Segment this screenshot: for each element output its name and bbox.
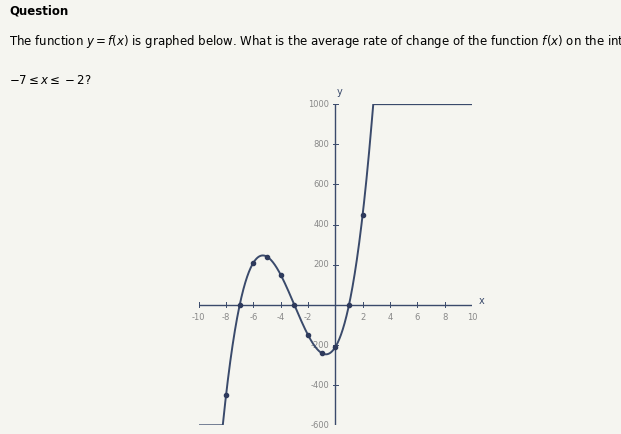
Text: 800: 800	[314, 140, 329, 149]
Text: 10: 10	[467, 312, 477, 322]
Text: The function $y = f(x)$ is graphed below. What is the average rate of change of : The function $y = f(x)$ is graphed below…	[9, 33, 621, 50]
Text: -6: -6	[249, 312, 258, 322]
Text: 8: 8	[442, 312, 447, 322]
Text: 600: 600	[314, 180, 329, 189]
Text: 6: 6	[415, 312, 420, 322]
Text: -400: -400	[310, 381, 329, 390]
Text: -600: -600	[310, 421, 329, 430]
Text: 400: 400	[314, 220, 329, 229]
Text: $-7 \leq x \leq -2$?: $-7 \leq x \leq -2$?	[9, 75, 92, 88]
Text: 4: 4	[388, 312, 392, 322]
Text: 200: 200	[314, 260, 329, 269]
Text: -200: -200	[310, 341, 329, 349]
Text: Question: Question	[9, 5, 68, 18]
Text: y: y	[337, 87, 342, 97]
Text: 1000: 1000	[308, 100, 329, 108]
Text: -10: -10	[192, 312, 206, 322]
Text: -2: -2	[304, 312, 312, 322]
Text: -8: -8	[222, 312, 230, 322]
Text: -4: -4	[276, 312, 285, 322]
Text: 2: 2	[360, 312, 365, 322]
Text: x: x	[479, 296, 484, 306]
